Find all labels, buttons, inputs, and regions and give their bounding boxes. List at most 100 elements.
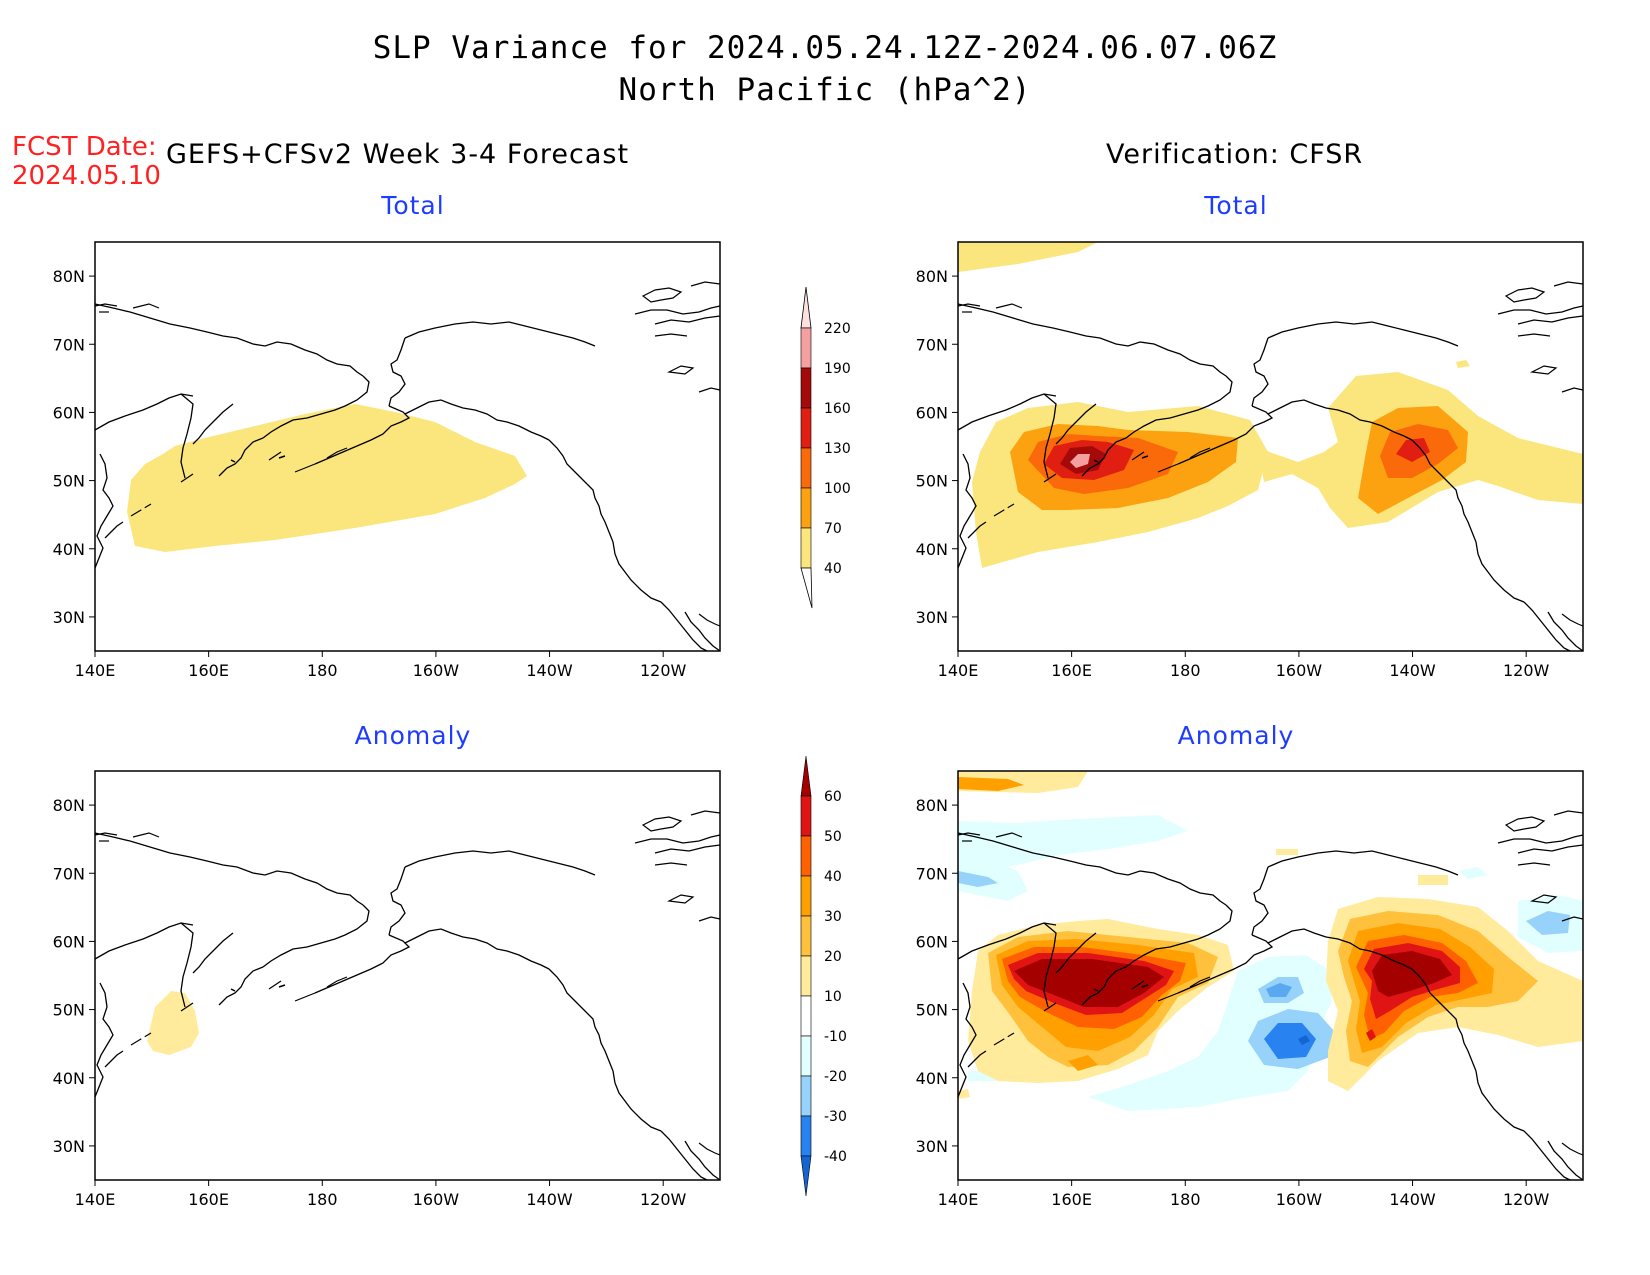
lat-tick-label: 50N bbox=[53, 1001, 85, 1020]
lat-tick-label: 30N bbox=[53, 1137, 85, 1156]
axes-layer: 140E 160E 180 160W 140W 120W 80N 70N 60N 50N 40N 30… bbox=[53, 267, 1550, 1209]
colorbar-anomaly: 60 50 40 30 20 10 -10 -20 -30 -40 bbox=[800, 755, 847, 1197]
lat-tick-label: 50N bbox=[916, 1001, 948, 1020]
colorbar-anomaly-50 bbox=[800, 795, 812, 837]
lon-tick-label: 140W bbox=[1389, 661, 1436, 680]
panel-title-verification-anomaly: Anomaly bbox=[1177, 721, 1295, 750]
panel-forecast-total bbox=[94, 241, 721, 652]
lon-tick-label: 140E bbox=[938, 1190, 979, 1209]
lat-tick-label: 30N bbox=[916, 608, 948, 627]
cb-anom-label-neg40: -40 bbox=[824, 1149, 847, 1165]
lon-tick-label: 160W bbox=[413, 1190, 460, 1209]
colorbar-total-top-triangle bbox=[800, 286, 812, 329]
cb-anom-label-60: 60 bbox=[824, 789, 842, 805]
lat-tick-label: 60N bbox=[916, 932, 948, 951]
colorbar-total-160 bbox=[800, 367, 812, 409]
lon-tick-label: 140W bbox=[1389, 1190, 1436, 1209]
lat-tick-label: 80N bbox=[53, 796, 85, 815]
lon-tick-label: 160E bbox=[188, 661, 229, 680]
lon-tick-label: 180 bbox=[1170, 1190, 1201, 1209]
cb-total-label-220: 220 bbox=[824, 321, 851, 337]
fcst-total-contour-40 bbox=[127, 404, 527, 552]
cb-anom-label-30: 30 bbox=[824, 909, 842, 925]
lon-tick-label: 140E bbox=[75, 1190, 116, 1209]
cb-anom-label-40: 40 bbox=[824, 869, 842, 885]
lat-tick-label: 50N bbox=[53, 472, 85, 491]
cb-anom-label-20: 20 bbox=[824, 949, 842, 965]
lon-tick-label: 140W bbox=[526, 1190, 573, 1209]
colorbar-anomaly-30 bbox=[800, 875, 812, 917]
lon-tick-label: 180 bbox=[307, 1190, 338, 1209]
colorbar-anomaly-neg10 bbox=[800, 1035, 812, 1077]
lon-tick-label: 120W bbox=[1503, 1190, 1550, 1209]
lon-tick-label: 180 bbox=[1170, 661, 1201, 680]
lat-tick-label: 80N bbox=[916, 796, 948, 815]
colorbar-anomaly-zero bbox=[800, 995, 812, 1037]
verification-label: Verification: CFSR bbox=[1106, 139, 1364, 170]
lon-tick-label: 120W bbox=[640, 1190, 687, 1209]
colorbar-anomaly-10 bbox=[800, 955, 812, 997]
panel-title-forecast-anomaly: Anomaly bbox=[354, 721, 472, 750]
cb-anom-label-neg20: -20 bbox=[824, 1069, 847, 1085]
colorbar-total-190 bbox=[800, 327, 812, 369]
colorbar-total-100 bbox=[800, 447, 812, 489]
lon-tick-label: 180 bbox=[307, 661, 338, 680]
main-title: SLP Variance for 2024.05.24.12Z-2024.06.… bbox=[372, 30, 1278, 66]
colorbar-anomaly-neg30 bbox=[800, 1115, 812, 1157]
lat-tick-label: 70N bbox=[916, 335, 948, 354]
lat-tick-label: 80N bbox=[53, 267, 85, 286]
lon-tick-label: 160E bbox=[1051, 1190, 1092, 1209]
main-subtitle: North Pacific (hPa^2) bbox=[618, 72, 1032, 108]
panel-title-forecast-total: Total bbox=[381, 191, 445, 220]
lat-tick-label: 60N bbox=[53, 403, 85, 422]
cb-total-label-130: 130 bbox=[824, 441, 851, 457]
cb-anom-label-10: 10 bbox=[824, 989, 842, 1005]
lat-tick-label: 80N bbox=[916, 267, 948, 286]
lat-tick-label: 30N bbox=[53, 608, 85, 627]
cb-total-label-160: 160 bbox=[824, 401, 851, 417]
lat-tick-label: 50N bbox=[916, 472, 948, 491]
fcst-date-label: FCST Date: bbox=[12, 132, 157, 162]
colorbar-anomaly-top-triangle bbox=[800, 755, 812, 797]
lat-tick-label: 30N bbox=[916, 1137, 948, 1156]
cb-anom-label-50: 50 bbox=[824, 829, 842, 845]
colorbar-total-70 bbox=[800, 487, 812, 529]
panel-title-verification-total: Total bbox=[1204, 191, 1268, 220]
lon-tick-label: 160W bbox=[1276, 661, 1323, 680]
lon-tick-label: 140E bbox=[938, 661, 979, 680]
colorbar-total: 220 190 160 130 100 70 40 bbox=[800, 286, 851, 609]
lat-tick-label: 40N bbox=[916, 540, 948, 559]
lon-tick-label: 140E bbox=[75, 661, 116, 680]
lon-tick-label: 160E bbox=[1051, 661, 1092, 680]
colorbar-total-bottom-triangle bbox=[800, 567, 813, 609]
panel-forecast-anomaly bbox=[94, 770, 721, 1181]
cb-anom-label-neg10: -10 bbox=[824, 1029, 847, 1045]
lat-tick-label: 70N bbox=[53, 864, 85, 883]
cb-total-label-100: 100 bbox=[824, 481, 851, 497]
panel-verification-anomaly bbox=[957, 770, 1584, 1181]
lon-tick-label: 160W bbox=[1276, 1190, 1323, 1209]
lat-tick-label: 40N bbox=[53, 1069, 85, 1088]
lat-tick-label: 60N bbox=[53, 932, 85, 951]
fcst-date-value: 2024.05.10 bbox=[12, 161, 161, 191]
lat-tick-label: 40N bbox=[916, 1069, 948, 1088]
lat-tick-label: 70N bbox=[916, 864, 948, 883]
colorbar-total-130 bbox=[800, 407, 812, 449]
lon-tick-label: 120W bbox=[1503, 661, 1550, 680]
colorbar-anomaly-neg20 bbox=[800, 1075, 812, 1117]
lon-tick-label: 140W bbox=[526, 661, 573, 680]
colorbar-anomaly-40 bbox=[800, 835, 812, 877]
cb-anom-label-neg30: -30 bbox=[824, 1109, 847, 1125]
colorbar-anomaly-bottom-triangle bbox=[800, 1155, 812, 1197]
panel-verification-total bbox=[957, 241, 1584, 652]
lon-tick-label: 120W bbox=[640, 661, 687, 680]
lat-tick-label: 70N bbox=[53, 335, 85, 354]
lon-tick-label: 160E bbox=[188, 1190, 229, 1209]
lon-tick-label: 160W bbox=[413, 661, 460, 680]
lat-tick-label: 40N bbox=[53, 540, 85, 559]
cb-total-label-70: 70 bbox=[824, 521, 842, 537]
colorbar-total-40 bbox=[800, 527, 812, 569]
cb-total-label-190: 190 bbox=[824, 361, 851, 377]
cb-total-label-40: 40 bbox=[824, 561, 842, 577]
